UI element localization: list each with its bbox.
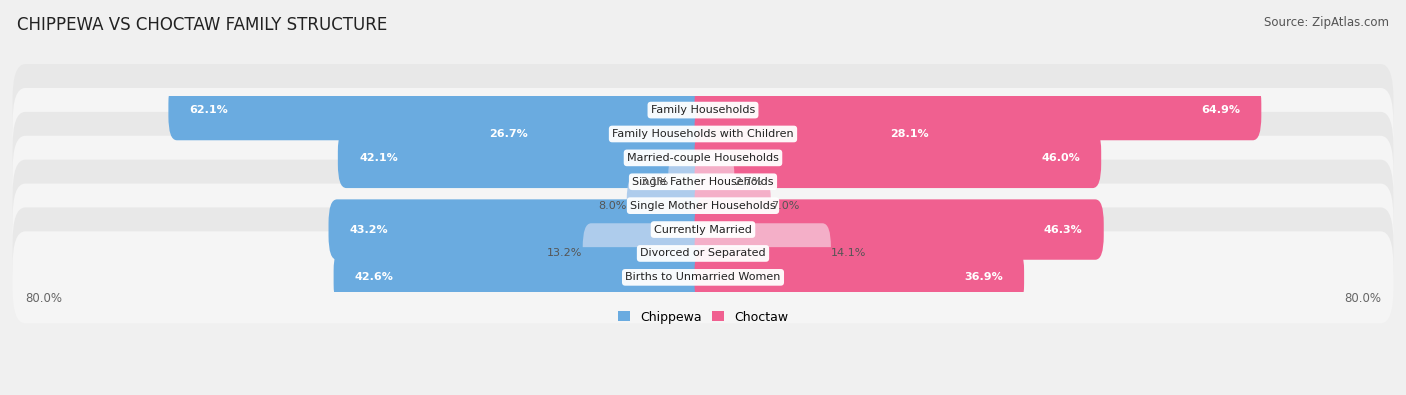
Text: 64.9%: 64.9% [1201, 105, 1240, 115]
Text: 14.1%: 14.1% [831, 248, 866, 258]
FancyBboxPatch shape [695, 175, 770, 236]
FancyBboxPatch shape [695, 223, 831, 284]
Text: 80.0%: 80.0% [1344, 292, 1381, 305]
FancyBboxPatch shape [169, 80, 711, 140]
Text: 7.0%: 7.0% [770, 201, 799, 211]
FancyBboxPatch shape [337, 128, 711, 188]
Text: 28.1%: 28.1% [890, 129, 928, 139]
Text: Family Households with Children: Family Households with Children [612, 129, 794, 139]
FancyBboxPatch shape [333, 247, 711, 308]
Text: 46.0%: 46.0% [1042, 153, 1080, 163]
FancyBboxPatch shape [13, 184, 1393, 276]
FancyBboxPatch shape [695, 247, 1024, 308]
Text: 46.3%: 46.3% [1043, 225, 1083, 235]
FancyBboxPatch shape [13, 64, 1393, 156]
Text: 43.2%: 43.2% [350, 225, 388, 235]
FancyBboxPatch shape [695, 80, 1261, 140]
Text: Family Households: Family Households [651, 105, 755, 115]
Text: Divorced or Separated: Divorced or Separated [640, 248, 766, 258]
FancyBboxPatch shape [695, 104, 949, 164]
FancyBboxPatch shape [668, 152, 711, 212]
Text: 62.1%: 62.1% [190, 105, 228, 115]
Text: 80.0%: 80.0% [25, 292, 62, 305]
Text: 8.0%: 8.0% [599, 201, 627, 211]
Text: 2.7%: 2.7% [734, 177, 763, 187]
FancyBboxPatch shape [13, 231, 1393, 324]
Text: CHIPPEWA VS CHOCTAW FAMILY STRUCTURE: CHIPPEWA VS CHOCTAW FAMILY STRUCTURE [17, 16, 387, 34]
FancyBboxPatch shape [695, 128, 1101, 188]
Text: 26.7%: 26.7% [489, 129, 529, 139]
Text: Married-couple Households: Married-couple Households [627, 153, 779, 163]
Text: Source: ZipAtlas.com: Source: ZipAtlas.com [1264, 16, 1389, 29]
Text: 13.2%: 13.2% [547, 248, 582, 258]
FancyBboxPatch shape [627, 175, 711, 236]
FancyBboxPatch shape [13, 207, 1393, 299]
Text: Currently Married: Currently Married [654, 225, 752, 235]
FancyBboxPatch shape [695, 152, 734, 212]
FancyBboxPatch shape [329, 199, 711, 260]
Text: 42.6%: 42.6% [354, 272, 394, 282]
Text: 36.9%: 36.9% [965, 272, 1002, 282]
FancyBboxPatch shape [468, 104, 711, 164]
Text: Births to Unmarried Women: Births to Unmarried Women [626, 272, 780, 282]
FancyBboxPatch shape [582, 223, 711, 284]
Text: Single Mother Households: Single Mother Households [630, 201, 776, 211]
Text: 42.1%: 42.1% [359, 153, 398, 163]
Text: 3.1%: 3.1% [640, 177, 668, 187]
FancyBboxPatch shape [13, 160, 1393, 252]
FancyBboxPatch shape [13, 136, 1393, 228]
Legend: Chippewa, Choctaw: Chippewa, Choctaw [613, 306, 793, 329]
FancyBboxPatch shape [13, 112, 1393, 204]
FancyBboxPatch shape [695, 199, 1104, 260]
FancyBboxPatch shape [13, 88, 1393, 180]
Text: Single Father Households: Single Father Households [633, 177, 773, 187]
